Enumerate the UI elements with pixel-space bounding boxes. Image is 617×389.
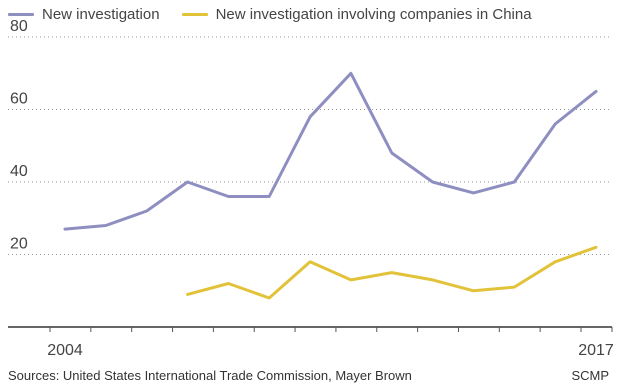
footer: Sources: United States International Tra… <box>8 368 609 383</box>
credit: SCMP <box>571 368 609 383</box>
legend: New investigation New investigation invo… <box>8 6 554 23</box>
y-tick-label: 20 <box>10 236 28 253</box>
source-note: Sources: United States International Tra… <box>8 368 412 383</box>
x-tick-label: 2004 <box>47 342 83 359</box>
y-tick-label: 60 <box>10 91 28 108</box>
legend-label: New investigation <box>42 6 160 23</box>
legend-label: New investigation involving companies in… <box>215 6 532 23</box>
legend-item-china: New investigation involving companies in… <box>181 6 532 23</box>
series-line-new-investigation <box>63 71 598 231</box>
x-tick-label: 2017 <box>578 342 614 359</box>
series-line-china <box>186 245 598 300</box>
y-tick-label: 40 <box>10 163 28 180</box>
y-tick-label: 80 <box>10 18 28 35</box>
legend-swatch-china <box>181 13 208 16</box>
legend-swatch-new-investigation <box>8 13 34 16</box>
legend-item-new-investigation: New investigation <box>8 6 160 23</box>
